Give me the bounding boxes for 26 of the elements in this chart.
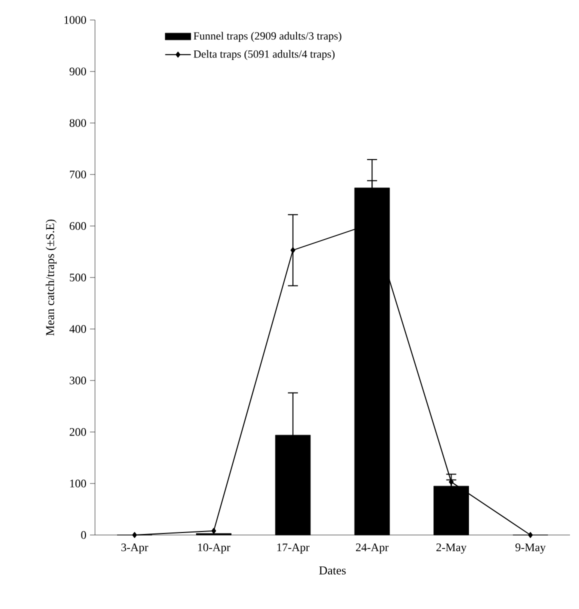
x-tick-label: 3-Apr: [121, 544, 148, 554]
x-tick-label: 10-Apr: [198, 544, 230, 554]
y-tick-label: 300: [70, 376, 86, 384]
y-tick-label: 400: [69, 325, 86, 333]
y-tick-label: 0: [81, 531, 86, 539]
legend-label: Funnel traps (2909 adults/3 traps): [194, 32, 342, 42]
x-tick-label: 2-May: [436, 544, 467, 554]
point: [290, 247, 296, 254]
y-tick-label: 600: [70, 222, 86, 230]
x-tick-label: 9-May: [515, 544, 546, 554]
point: [132, 532, 137, 538]
y-tick-label: 1000: [64, 16, 86, 24]
y-tick-label: 500: [70, 274, 86, 282]
y-tick-label: 200: [70, 428, 86, 436]
x-tick-label: 17-Apr: [277, 544, 310, 554]
legend-label: Delta traps (5091 adults/4 traps): [194, 50, 335, 60]
x-tick-label: 24-Apr: [356, 544, 389, 554]
y-tick-label: 900: [70, 68, 86, 76]
y-axis-title: Mean catch/traps (±S.E): [46, 220, 57, 336]
y-tick-label: 800: [70, 119, 86, 127]
x-axis-title: Dates: [319, 566, 346, 574]
point: [211, 528, 216, 534]
y-tick-label: 700: [70, 170, 86, 178]
y-tick-label: 100: [70, 480, 86, 488]
point: [528, 532, 533, 538]
point: [448, 478, 454, 485]
